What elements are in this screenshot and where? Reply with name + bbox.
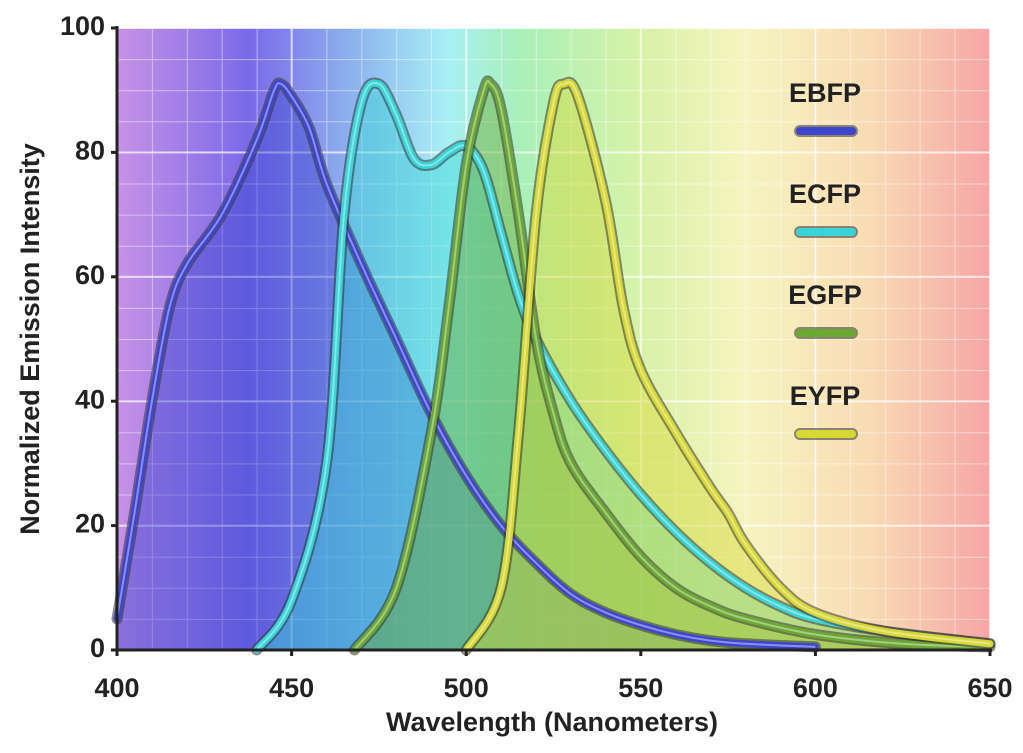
x-tick-label: 550 bbox=[618, 673, 663, 703]
x-tick-label: 600 bbox=[793, 673, 838, 703]
y-tick-label: 20 bbox=[75, 509, 105, 539]
y-tick-label: 60 bbox=[75, 260, 105, 290]
y-tick-label: 0 bbox=[90, 633, 105, 663]
legend-label: ECFP bbox=[789, 179, 861, 209]
y-tick-label: 80 bbox=[75, 136, 105, 166]
series-line-highlight bbox=[116, 82, 816, 648]
x-axis-label: Wavelength (Nanometers) bbox=[386, 707, 718, 737]
lines bbox=[111, 75, 996, 656]
series-line bbox=[253, 79, 994, 654]
x-tick-label: 400 bbox=[94, 673, 139, 703]
series-line-highlight bbox=[255, 81, 991, 651]
legend-label: EGFP bbox=[788, 280, 862, 310]
y-tick-label: 100 bbox=[60, 11, 105, 41]
series-area bbox=[117, 83, 816, 651]
y-tick-label: 40 bbox=[75, 384, 105, 414]
x-tick-label: 500 bbox=[444, 673, 489, 703]
series-line bbox=[462, 78, 994, 654]
x-tick-label: 450 bbox=[269, 673, 314, 703]
legend-label: EBFP bbox=[789, 78, 861, 108]
y-axis-label: Normalized Emission Intensity bbox=[15, 143, 45, 535]
series-line bbox=[113, 79, 819, 651]
series-area bbox=[256, 82, 990, 651]
series-line-highlight bbox=[465, 81, 991, 651]
legend: EBFP ECFP EGFP EYFP bbox=[788, 78, 862, 440]
legend-label: EYFP bbox=[790, 381, 861, 411]
x-tick-label: 650 bbox=[967, 673, 1012, 703]
ticks: 0 20 40 60 80 100 400 450 500 550 600 650 bbox=[60, 11, 1013, 703]
